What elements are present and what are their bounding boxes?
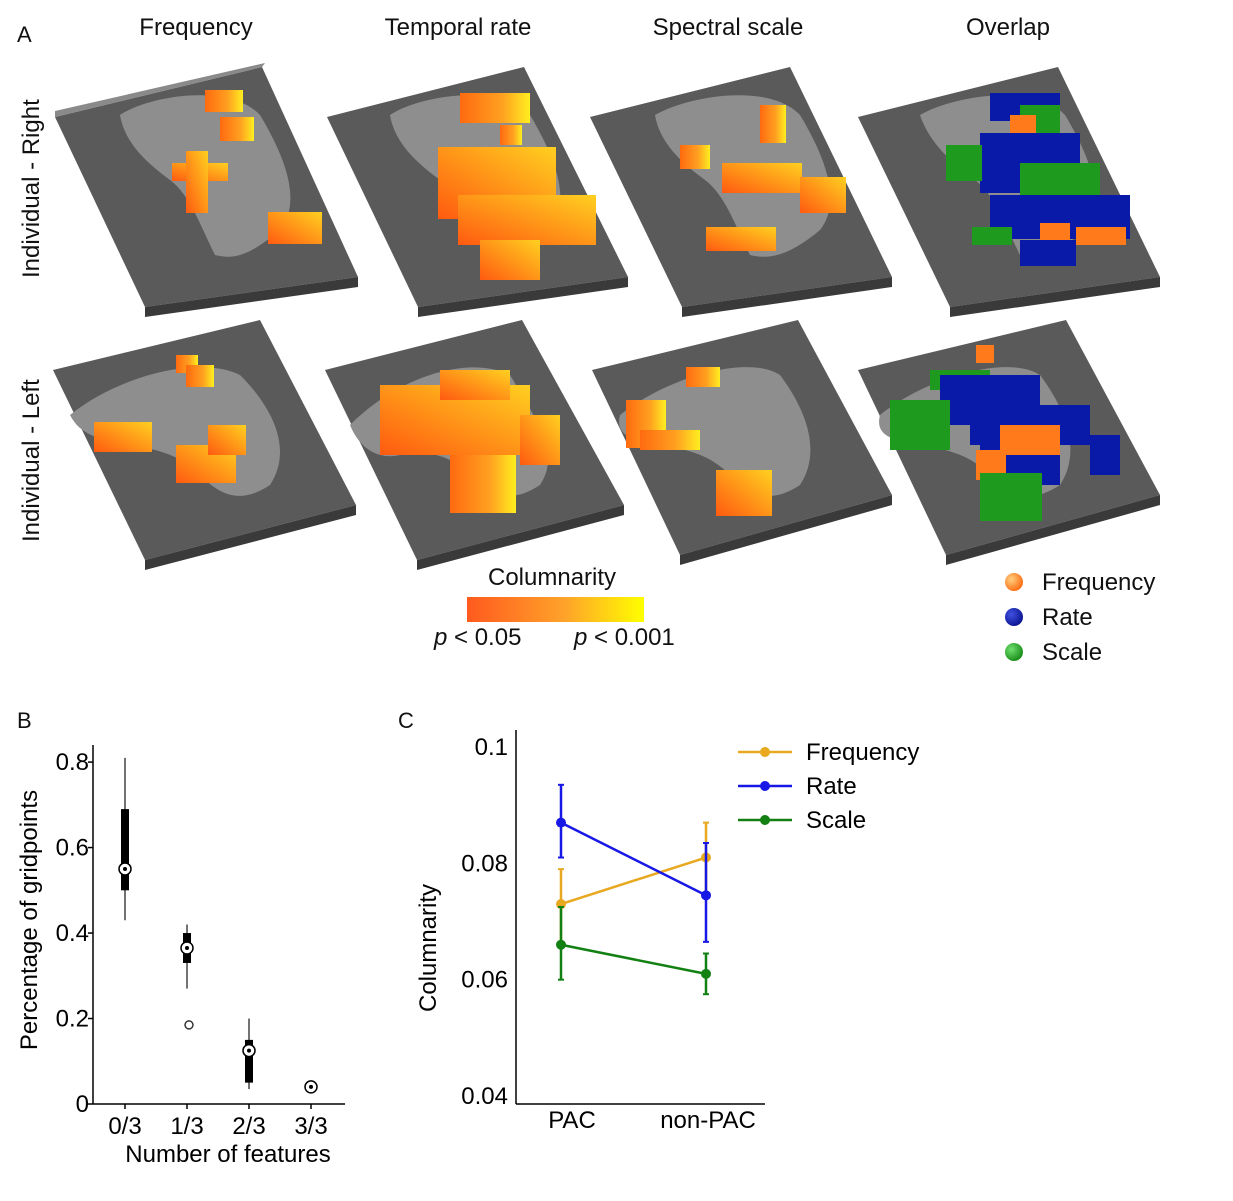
- legend-rate-icon: [1005, 608, 1023, 626]
- overlap-legend-markers: [1005, 573, 1023, 661]
- y-tick-label: 0.2: [56, 1006, 89, 1033]
- y-tick-label: 0.1: [475, 734, 508, 761]
- x-tick-label: 0/3: [108, 1113, 141, 1140]
- p-symbol-low: p: [434, 624, 448, 651]
- y-tick-label: 0.04: [461, 1083, 508, 1110]
- series-frequency: [556, 821, 711, 943]
- series-scale: [556, 905, 711, 996]
- y-tick-label: 0: [76, 1091, 89, 1118]
- legend-frequency-label: Frequency: [1042, 569, 1156, 596]
- series-line: [560, 943, 707, 976]
- box-median-dot: [247, 1048, 251, 1053]
- p-value-high: < 0.001: [587, 624, 675, 651]
- p-symbol-high: p: [574, 624, 588, 651]
- slab-left-spectral-scale: [592, 320, 892, 565]
- y-tick-label: 0.06: [461, 967, 508, 994]
- colorbar-high-label: p < 0.001: [574, 624, 675, 652]
- data-point: [556, 939, 566, 950]
- y-tick-label: 0.08: [461, 850, 508, 877]
- legend-marker-rate: [760, 781, 770, 791]
- colorbar-title: Columnarity: [488, 564, 617, 591]
- box-body: [121, 809, 129, 891]
- x-tick-label: 1/3: [170, 1113, 203, 1140]
- line-chart: 0.04 0.06 0.08 0.1 PAC non-PAC Columnarity Freq…: [415, 730, 919, 1134]
- box-body: [245, 1039, 253, 1083]
- series-line: [560, 856, 707, 906]
- legend-label-frequency: Frequency: [806, 739, 919, 766]
- panel-a-letter: A: [17, 22, 32, 47]
- panel-b-letter: B: [17, 708, 32, 733]
- y-tick-label: 0.8: [56, 749, 89, 776]
- series-rate: [556, 783, 711, 943]
- slab-right-frequency: [55, 63, 358, 317]
- data-point: [701, 890, 711, 901]
- column-title-temporal-rate: Temporal rate: [384, 14, 532, 41]
- box-median-dot: [123, 866, 127, 871]
- x-tick-label: 3/3: [294, 1113, 327, 1140]
- box-median-dot: [185, 946, 189, 951]
- y-tick-label: 0.6: [56, 835, 89, 862]
- data-point: [556, 817, 566, 828]
- y-axis-label: Percentage of gridpoints: [16, 790, 43, 1050]
- series-line: [560, 821, 707, 897]
- box-outlier: [184, 1020, 194, 1030]
- column-title-spectral-scale: Spectral scale: [652, 14, 804, 41]
- column-title-frequency: Frequency: [139, 14, 253, 41]
- p-value-low: < 0.05: [447, 624, 522, 651]
- data-point: [701, 968, 711, 979]
- legend-marker-scale: [760, 815, 770, 825]
- legend-marker-frequency: [760, 747, 770, 757]
- slab-right-overlap: [858, 67, 1160, 317]
- x-tick-label: PAC: [548, 1107, 596, 1134]
- x-tick-label: 2/3: [232, 1113, 265, 1140]
- y-tick-label: 0.4: [56, 920, 89, 947]
- legend-frequency-icon: [1005, 573, 1023, 591]
- legend-label-rate: Rate: [806, 773, 857, 800]
- slab-right-spectral-scale: [590, 67, 892, 317]
- colorbar-low-label: p < 0.05: [434, 624, 521, 652]
- x-axis-label: Number of features: [125, 1141, 330, 1168]
- slab-left-temporal-rate: [325, 320, 624, 570]
- slab-right-temporal-rate: [327, 67, 628, 317]
- legend-scale-icon: [1005, 643, 1023, 661]
- panel-c-letter: C: [398, 708, 414, 733]
- legend-rate-label: Rate: [1042, 604, 1093, 631]
- x-tick-label: non-PAC: [660, 1107, 756, 1134]
- box-median-dot: [309, 1084, 313, 1089]
- slab-left-frequency: [53, 320, 356, 570]
- legend-scale-label: Scale: [1042, 639, 1103, 666]
- slab-left-overlap: [858, 320, 1160, 565]
- legend-label-scale: Scale: [806, 807, 866, 834]
- y-axis-label: Columnarity: [415, 884, 442, 1012]
- brain-patches: [53, 63, 1160, 570]
- colorbar-gradient: [467, 597, 644, 622]
- column-title-overlap: Overlap: [965, 14, 1051, 41]
